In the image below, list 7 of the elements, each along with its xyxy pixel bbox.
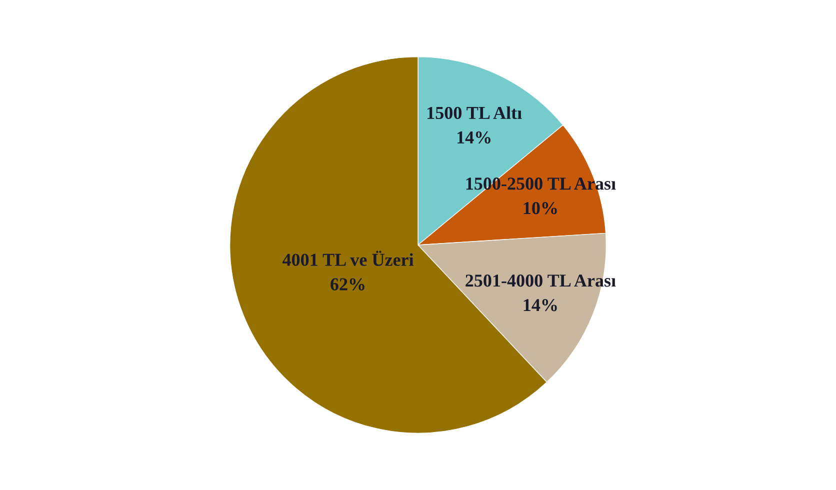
slice-label: 2501-4000 TL Arası [466, 274, 616, 287]
data-label: 14% [524, 298, 557, 312]
slice-label: 1500 TL Altı [428, 106, 522, 120]
slice-label: 4001 TL ve Üzeri [282, 250, 414, 266]
data-label: 62% [330, 278, 364, 290]
data-label: 14% [457, 131, 490, 144]
data-label: 10% [524, 202, 557, 214]
